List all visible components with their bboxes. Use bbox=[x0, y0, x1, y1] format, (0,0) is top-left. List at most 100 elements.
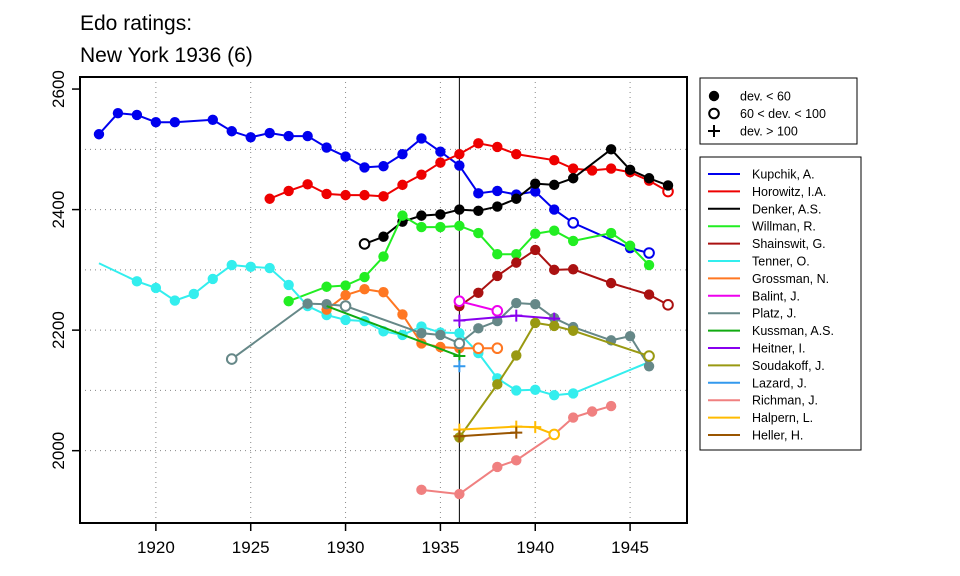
data-point bbox=[473, 138, 484, 149]
data-point bbox=[340, 314, 351, 326]
data-point bbox=[283, 130, 294, 142]
data-point bbox=[340, 280, 351, 291]
data-point bbox=[473, 188, 484, 199]
data-point bbox=[624, 240, 636, 251]
data-point bbox=[359, 162, 370, 173]
data-point bbox=[340, 151, 351, 162]
x-tick-label: 1935 bbox=[421, 538, 459, 557]
series-legend: Kupchik, A. Horowitz, I.A. Denker, A.S. Wil… bbox=[699, 156, 862, 451]
data-point bbox=[245, 261, 256, 273]
data-point bbox=[567, 163, 579, 174]
series bbox=[358, 144, 674, 250]
data-point bbox=[491, 305, 504, 317]
data-point bbox=[453, 295, 466, 308]
series-line bbox=[459, 431, 517, 438]
data-point bbox=[643, 350, 655, 362]
data-point bbox=[473, 205, 484, 216]
data-point bbox=[473, 323, 484, 334]
data-point bbox=[643, 289, 655, 300]
data-point bbox=[529, 421, 542, 434]
plot-frame bbox=[79, 76, 688, 524]
data-point bbox=[549, 225, 560, 236]
data-point bbox=[454, 204, 465, 215]
data-point bbox=[245, 132, 256, 143]
data-point bbox=[359, 189, 370, 201]
data-point bbox=[708, 107, 720, 120]
data-point bbox=[359, 271, 370, 283]
data-point bbox=[416, 484, 427, 496]
series bbox=[98, 259, 650, 401]
series-line bbox=[98, 112, 650, 254]
chart-title-line-1: Edo ratings: bbox=[80, 12, 192, 35]
series bbox=[454, 317, 655, 443]
data-point bbox=[605, 144, 617, 155]
data-point bbox=[586, 165, 598, 176]
legend-entry: Willman, R. bbox=[752, 220, 816, 234]
data-point bbox=[473, 227, 484, 239]
data-point bbox=[112, 107, 124, 119]
data-point bbox=[397, 309, 408, 320]
data-point bbox=[472, 342, 485, 355]
data-point bbox=[643, 361, 655, 372]
series-line bbox=[459, 425, 555, 436]
data-point bbox=[283, 279, 294, 291]
data-point bbox=[662, 299, 674, 311]
data-point bbox=[283, 296, 294, 307]
data-point bbox=[643, 259, 655, 271]
legend-entry: Horowitz, I.A. bbox=[752, 185, 826, 199]
series-line bbox=[421, 405, 612, 496]
data-point bbox=[511, 257, 522, 268]
legend-entry: Halpern, L. bbox=[752, 411, 813, 425]
data-point bbox=[548, 428, 561, 441]
data-point bbox=[492, 461, 503, 473]
data-point bbox=[150, 117, 162, 128]
data-point bbox=[492, 185, 503, 197]
data-point bbox=[643, 173, 655, 184]
data-point bbox=[643, 247, 655, 259]
data-point bbox=[435, 329, 446, 341]
data-point bbox=[378, 191, 389, 202]
data-point bbox=[207, 114, 218, 125]
y-tick-label: 2400 bbox=[49, 191, 68, 229]
data-point bbox=[453, 350, 466, 363]
data-point bbox=[586, 406, 598, 417]
x-tick-label: 1925 bbox=[232, 538, 270, 557]
marker-legend-box bbox=[699, 77, 858, 145]
data-point bbox=[283, 185, 294, 197]
data-point bbox=[378, 161, 389, 172]
data-point bbox=[624, 164, 636, 176]
data-point bbox=[131, 109, 143, 121]
marker-legend-label: dev. < 60 bbox=[740, 90, 791, 104]
data-point bbox=[321, 142, 332, 153]
data-point bbox=[530, 317, 541, 329]
series-line bbox=[458, 248, 669, 307]
legend-entry: Balint, J. bbox=[752, 289, 800, 303]
data-point bbox=[492, 379, 503, 390]
series bbox=[264, 138, 674, 204]
data-point bbox=[530, 244, 541, 256]
data-point bbox=[708, 90, 720, 102]
legend-entry: Platz, J. bbox=[752, 307, 796, 321]
data-point bbox=[169, 295, 181, 306]
series-line bbox=[459, 300, 498, 312]
data-point bbox=[624, 330, 636, 342]
legend-entry: Shainswit, G. bbox=[752, 237, 826, 251]
data-point bbox=[453, 314, 466, 327]
data-point bbox=[605, 400, 617, 412]
data-point bbox=[549, 390, 560, 401]
y-tick-label: 2600 bbox=[49, 70, 68, 108]
data-point bbox=[530, 384, 541, 396]
data-point bbox=[225, 353, 238, 365]
data-point bbox=[567, 388, 579, 399]
data-point bbox=[492, 141, 503, 153]
data-point bbox=[397, 179, 408, 191]
data-point bbox=[708, 125, 720, 137]
series-line bbox=[364, 147, 669, 245]
data-point bbox=[416, 169, 427, 180]
data-point bbox=[416, 327, 427, 339]
data-point bbox=[453, 337, 466, 350]
y-tick-label: 2000 bbox=[49, 432, 68, 470]
data-point bbox=[492, 248, 503, 260]
data-point bbox=[93, 129, 105, 140]
